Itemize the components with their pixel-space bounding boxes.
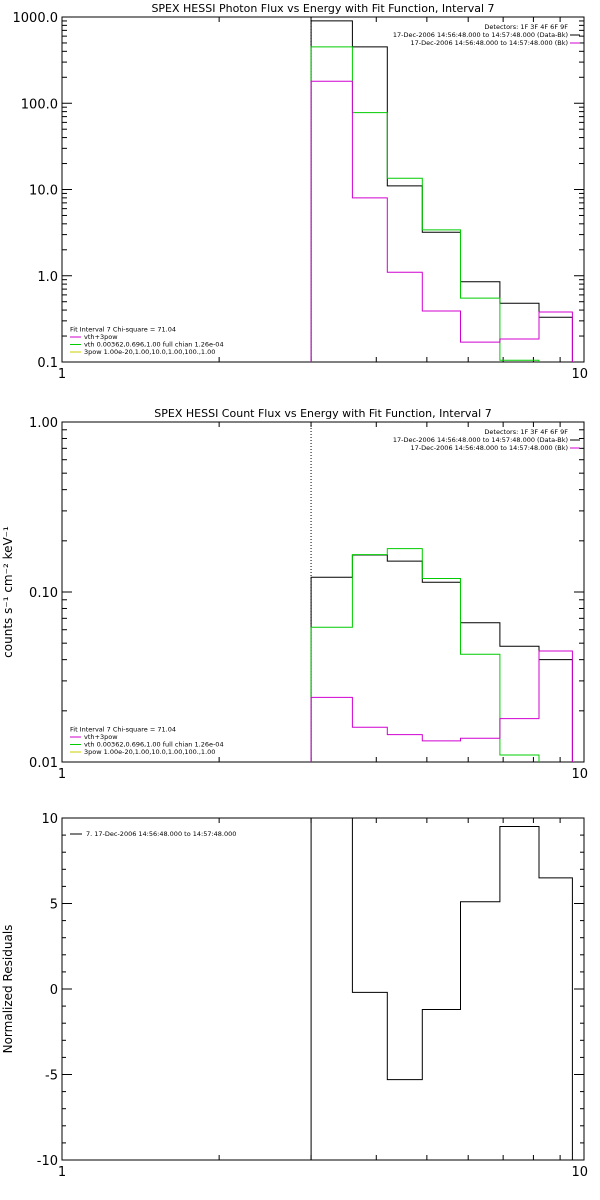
- series-line-2: [310, 548, 540, 762]
- y-tick-label: 10: [41, 812, 58, 827]
- plot-frame: [61, 421, 585, 763]
- y-tick-label: -5: [45, 1069, 58, 1084]
- legend-entry: 17-Dec-2006 14:56:48.000 to 14:57:48.000…: [393, 436, 568, 444]
- series-line-1: [310, 20, 573, 362]
- legend-entry: 17-Dec-2006 14:56:48.000 to 14:57:48.000…: [411, 444, 569, 452]
- panel-2: SPEX HESSI Count Flux vs Energy with Fit…: [1, 407, 588, 782]
- legend-entry: 17-Dec-2006 14:56:48.000 to 14:57:48.000…: [393, 31, 568, 39]
- fit-legend-entry: vth+3pow: [84, 333, 118, 341]
- legend-entry: 17-Dec-2006 14:56:48.000 to 14:57:48.000…: [411, 39, 569, 47]
- y-axis-label: counts s⁻¹ cm⁻² keV⁻¹: [1, 526, 15, 658]
- x-tick-label: 1: [58, 1165, 66, 1180]
- y-tick-label: 0: [50, 983, 58, 998]
- legend-entry: Detectors: 1F 3F 4F 6F 9F: [484, 23, 568, 31]
- y-tick-label: 1.0: [37, 270, 58, 285]
- y-tick-label: 1000.0: [13, 11, 59, 26]
- fit-legend-entry: 3pow 1.00e-20,1.00,10.0,1.00,100.,1.00: [84, 348, 215, 356]
- y-tick-label: 5: [50, 898, 58, 913]
- residual-legend-entry: 7. 17-Dec-2006 14:56:48.000 to 14:57:48.…: [86, 830, 236, 838]
- series-line-1: [310, 554, 573, 762]
- fit-legend-entry: vth 0.00362,0.696,1.00 full chian 1.26e-…: [84, 741, 224, 749]
- x-tick-label: 1: [58, 367, 66, 382]
- plot-frame: [61, 817, 585, 1161]
- y-tick-label: 0.01: [29, 756, 58, 771]
- chart-title: SPEX HESSI Count Flux vs Energy with Fit…: [154, 407, 491, 420]
- y-tick-label: -10: [37, 1154, 58, 1169]
- panel-3: Normalized Residuals 1 10 10 5 0 -5 -10 7. 17-De…: [1, 812, 588, 1180]
- fit-legend-entry: vth+3pow: [84, 733, 118, 741]
- fit-legend-entry: Fit Interval 7 Chi-square = 71.04: [70, 326, 176, 334]
- legend-entry: Detectors: 1F 3F 4F 6F 9F: [484, 428, 568, 436]
- series-line-2: [310, 46, 540, 362]
- series-line-3: [310, 80, 573, 362]
- y-axis-label: Normalized Residuals: [1, 925, 15, 1054]
- chart-title: SPEX HESSI Photon Flux vs Energy with Fi…: [151, 2, 494, 15]
- y-tick-label: 10.0: [29, 184, 58, 199]
- panel-1: SPEX HESSI Photon Flux vs Energy with Fi…: [13, 2, 589, 382]
- fit-legend-entry: Fit Interval 7 Chi-square = 71.04: [70, 726, 176, 734]
- x-tick-label: 10: [571, 1165, 588, 1180]
- fit-legend-entry: vth 0.00362,0.696,1.00 full chian 1.26e-…: [84, 341, 224, 349]
- y-tick-label: 0.1: [37, 356, 58, 371]
- y-tick-label: 1.00: [29, 416, 58, 431]
- x-tick-label: 1: [58, 767, 66, 782]
- fit-legend-entry: 3pow 1.00e-20,1.00,10.0,1.00,100.,1.00: [84, 748, 215, 756]
- y-tick-label: 0.10: [29, 586, 58, 601]
- series-line-1: [310, 817, 573, 1160]
- x-tick-label: 10: [571, 367, 588, 382]
- plot-frame: [61, 16, 585, 363]
- y-tick-label: 100.0: [21, 97, 58, 112]
- series-line-3: [310, 650, 573, 762]
- x-tick-label: 10: [571, 767, 588, 782]
